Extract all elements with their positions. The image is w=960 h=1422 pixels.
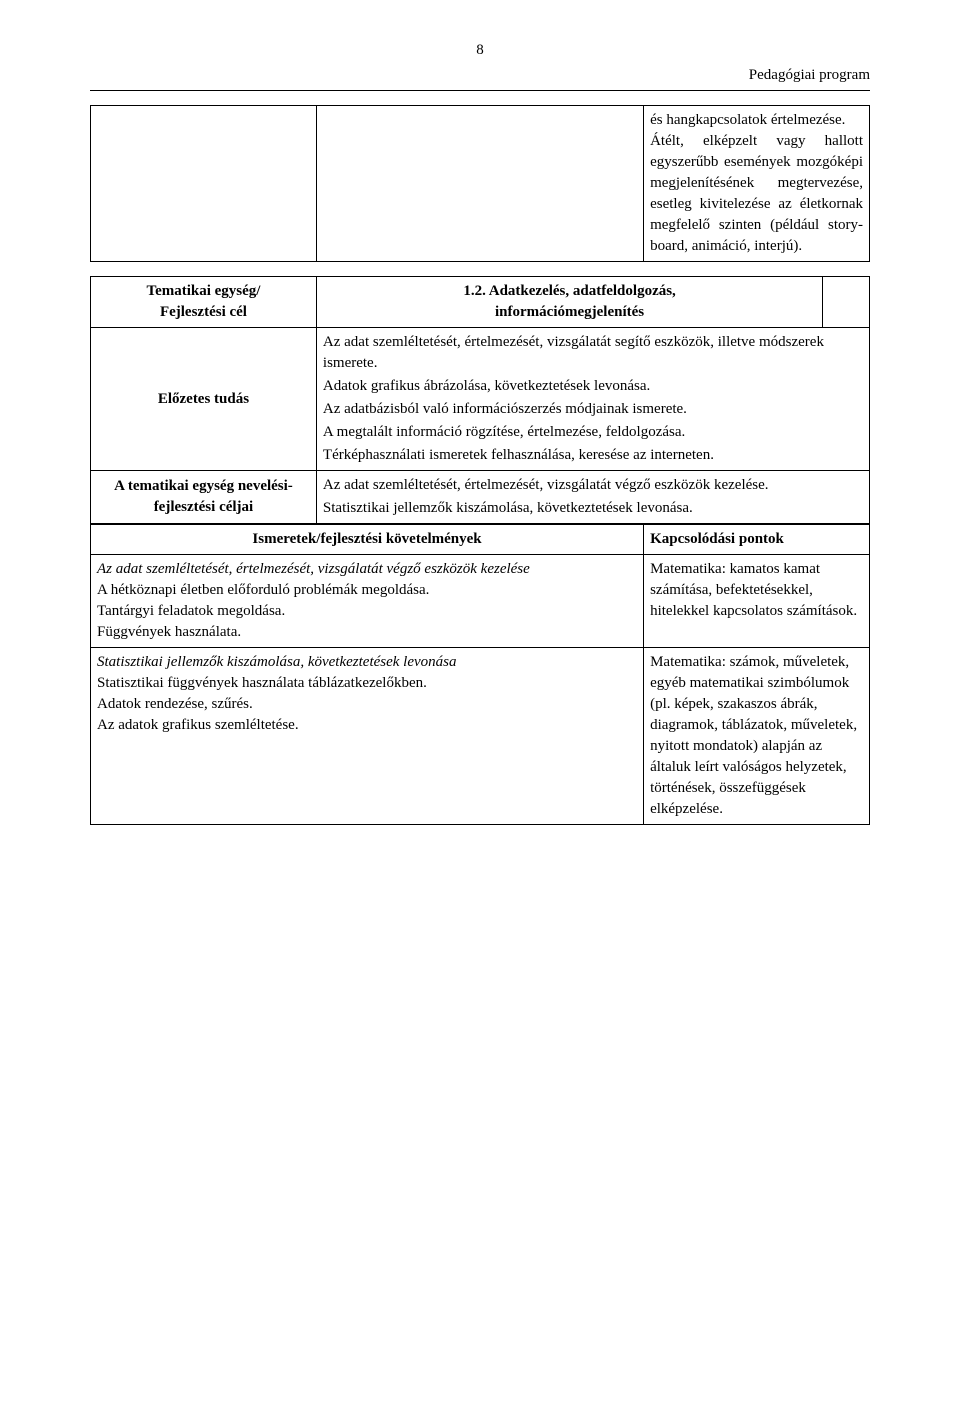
- document-title: Pedagógiai program: [90, 65, 870, 90]
- req-row2-line-1: Adatok rendezése, szűrés.: [97, 694, 637, 715]
- page-number: 8: [90, 40, 870, 61]
- req-row1-left: Az adat szemléltetését, értelmezését, vi…: [91, 555, 644, 648]
- intro-empty-mid: [316, 106, 643, 262]
- main-row-2: Előzetes tudás Az adat szemléltetését, é…: [91, 328, 870, 471]
- prior-line-2: Az adatbázisból való információszerzés m…: [323, 399, 863, 420]
- prior-line-4: Térképhasználati ismeretek felhasználása…: [323, 445, 863, 466]
- main-row-3: A tematikai egység nevelési-fejlesztési …: [91, 471, 870, 524]
- header-rule: [90, 90, 870, 91]
- intro-table: és hangkapcsolatok értelmezése. Átélt, e…: [90, 105, 870, 262]
- main-row-1: Tematikai egység/ Fejlesztési cél 1.2. A…: [91, 277, 870, 328]
- req-row1-line-2: Függvények használata.: [97, 622, 637, 643]
- req-row1-right: Matematika: kamatos kamat számítása, bef…: [644, 555, 870, 648]
- req-row2-right: Matematika: számok, műveletek, egyéb mat…: [644, 648, 870, 825]
- prior-line-0: Az adat szemléltetését, értelmezését, vi…: [323, 332, 863, 374]
- page-header: 8 Pedagógiai program: [90, 40, 870, 91]
- intro-text: és hangkapcsolatok értelmezése. Átélt, e…: [650, 112, 863, 254]
- main-table: Tematikai egység/ Fejlesztési cél 1.2. A…: [90, 276, 870, 524]
- prior-knowledge-label: Előzetes tudás: [91, 328, 317, 471]
- goals-label: A tematikai egység nevelési-fejlesztési …: [91, 471, 317, 524]
- req-row1-line-0: A hétköznapi életben előforduló problémá…: [97, 580, 637, 601]
- prior-line-3: A megtalált információ rögzítése, értelm…: [323, 422, 863, 443]
- req-row1-line-1: Tantárgyi feladatok megoldása.: [97, 601, 637, 622]
- requirements-table: Ismeretek/fejlesztési követelmények Kapc…: [90, 524, 870, 825]
- req-row2-line-0: Statisztikai függvények használata táblá…: [97, 673, 637, 694]
- intro-empty-left: [91, 106, 317, 262]
- req-header-row: Ismeretek/fejlesztési követelmények Kapc…: [91, 525, 870, 555]
- thematic-unit-label: Tematikai egység/ Fejlesztési cél: [91, 277, 317, 328]
- goals-line-1: Statisztikai jellemzők kiszámolása, köve…: [323, 498, 863, 519]
- req-row2-italic: Statisztikai jellemzők kiszámolása, köve…: [97, 652, 637, 673]
- req-row1-italic: Az adat szemléltetését, értelmezését, vi…: [97, 559, 637, 580]
- goals-content: Az adat szemléltetését, értelmezését, vi…: [316, 471, 869, 524]
- thematic-unit-title: 1.2. Adatkezelés, adatfeldolgozás, infor…: [316, 277, 822, 328]
- intro-content-cell: és hangkapcsolatok értelmezése. Átélt, e…: [644, 106, 870, 262]
- req-header-right: Kapcsolódási pontok: [644, 525, 870, 555]
- thematic-unit-empty: [823, 277, 870, 328]
- req-row2-line-2: Az adatok grafikus szemléltetése.: [97, 715, 637, 736]
- prior-line-1: Adatok grafikus ábrázolása, következteté…: [323, 376, 863, 397]
- req-row-2: Statisztikai jellemzők kiszámolása, köve…: [91, 648, 870, 825]
- goals-line-0: Az adat szemléltetését, értelmezését, vi…: [323, 475, 863, 496]
- req-header-left: Ismeretek/fejlesztési követelmények: [91, 525, 644, 555]
- prior-knowledge-content: Az adat szemléltetését, értelmezését, vi…: [316, 328, 869, 471]
- req-row-1: Az adat szemléltetését, értelmezését, vi…: [91, 555, 870, 648]
- req-row2-left: Statisztikai jellemzők kiszámolása, köve…: [91, 648, 644, 825]
